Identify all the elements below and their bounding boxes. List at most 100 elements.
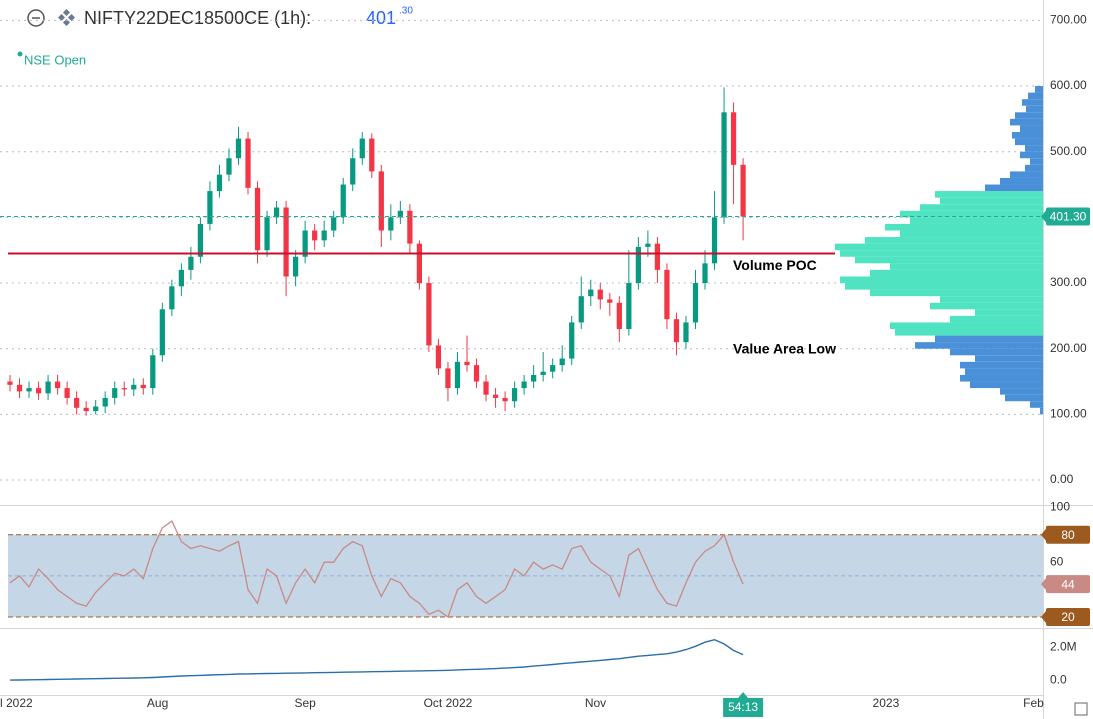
- candle-body: [730, 112, 737, 165]
- profile-bar: [950, 348, 1043, 356]
- profile-bar: [950, 315, 1043, 323]
- candle-body: [388, 217, 394, 231]
- symbol: NIFTY22DEC18500CE (1h):: [84, 8, 311, 28]
- profile-bar: [1000, 177, 1043, 185]
- candle-body: [16, 384, 23, 392]
- last-price-badge-tip: [1041, 210, 1046, 223]
- profile-bar: [940, 197, 1043, 205]
- candle-body: [416, 243, 423, 284]
- candle-body: [226, 158, 232, 175]
- candle-body: [245, 138, 251, 188]
- y-tick-label: 100.00: [1050, 407, 1087, 421]
- candle-body: [188, 256, 194, 270]
- candle-body: [740, 164, 746, 217]
- profile-bar: [910, 217, 1043, 224]
- y-tick-label: 0.0: [1050, 672, 1067, 686]
- poc-label: Volume POC: [733, 257, 817, 273]
- candle-body: [569, 322, 575, 359]
- rsi-last-badge-tip: [1041, 578, 1046, 591]
- y-tick-label: 0.00: [1050, 472, 1074, 486]
- collapse-icon[interactable]: [27, 9, 45, 27]
- countdown-tip: [738, 692, 749, 698]
- candle-body: [407, 210, 413, 244]
- candle-body: [540, 371, 546, 375]
- candle-body: [312, 230, 318, 241]
- candle-body: [197, 223, 204, 257]
- candle-body: [169, 286, 175, 310]
- profile-bar: [1015, 112, 1043, 119]
- x-tick-label: Jul 2022: [0, 696, 33, 710]
- profile-bar: [1010, 171, 1043, 178]
- x-tick-label: Feb: [1023, 696, 1044, 710]
- candle-body: [635, 246, 641, 284]
- candle-body: [435, 345, 442, 369]
- candle-body: [54, 381, 61, 389]
- candle-body: [531, 374, 537, 382]
- candle-body: [692, 283, 699, 323]
- candle-body: [397, 210, 403, 218]
- candle-body: [121, 388, 127, 390]
- rsi-level-badge: 80: [1061, 528, 1075, 542]
- corner-button[interactable]: [1074, 702, 1088, 716]
- profile-bar: [1028, 92, 1043, 100]
- candle-body: [159, 309, 165, 356]
- profile-bar: [865, 237, 1043, 244]
- rsi-line: [9, 520, 744, 619]
- volume-line: [9, 638, 744, 681]
- profile-bar: [935, 191, 1043, 198]
- profile-bar: [1022, 99, 1043, 106]
- status: NSE Open: [24, 52, 86, 67]
- candle-body: [321, 230, 327, 241]
- y-tick-label: 500.00: [1050, 144, 1087, 158]
- candle-body: [93, 406, 99, 412]
- value-area-label: Value Area Low: [733, 340, 836, 356]
- profile-bar: [900, 230, 1043, 238]
- candle-body: [74, 397, 80, 408]
- candle-body: [235, 138, 242, 159]
- rsi-last-badge-bg: [1046, 575, 1090, 594]
- candle-body: [83, 407, 89, 412]
- candle-body: [273, 207, 280, 218]
- profile-bar: [1015, 138, 1043, 146]
- candle-body: [578, 296, 584, 323]
- candle-body: [521, 381, 527, 389]
- candle-body: [588, 289, 594, 297]
- candle-body: [711, 217, 718, 264]
- profile-bar: [1025, 164, 1043, 172]
- header: NIFTY22DEC18500CE (1h): 401 .30 NSE Open: [17, 6, 413, 67]
- candle-body: [254, 187, 261, 251]
- candle-body: [721, 112, 727, 218]
- profile-bar: [1005, 394, 1043, 402]
- candle-body: [112, 388, 118, 398]
- candle-body: [207, 191, 213, 224]
- profile-bar: [835, 243, 1043, 251]
- profile-bar: [935, 335, 1043, 343]
- candle-body: [178, 269, 184, 287]
- candle-body: [673, 319, 680, 343]
- countdown-bg: [723, 698, 764, 717]
- candle-body: [283, 207, 289, 277]
- profile-bar: [1026, 105, 1043, 113]
- profile-bar: [840, 250, 1043, 257]
- y-tick-label: 200.00: [1050, 341, 1087, 355]
- profile-bar: [890, 263, 1043, 270]
- profile-bar: [930, 302, 1043, 310]
- candle-body: [473, 365, 480, 382]
- rsi-level-badge-tip: [1041, 528, 1046, 541]
- candle-body: [464, 361, 470, 366]
- profile-bar: [1012, 131, 1043, 139]
- x-tick-label: Aug: [147, 696, 168, 710]
- candle-body: [492, 394, 499, 398]
- profile-bar: [845, 283, 1043, 290]
- profile-bar: [985, 184, 1043, 192]
- candle-body: [359, 138, 365, 159]
- profile-bar: [1000, 388, 1043, 395]
- price: 401: [366, 8, 396, 28]
- x-tick-label: Nov: [585, 696, 606, 710]
- profile-bar: [900, 210, 1043, 218]
- profile-bar: [960, 361, 1043, 369]
- y-tick-label: 600.00: [1050, 78, 1087, 92]
- candle-body: [150, 355, 156, 389]
- candle-body: [664, 269, 670, 320]
- candle-body: [350, 158, 356, 185]
